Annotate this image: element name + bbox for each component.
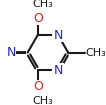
- Text: O: O: [33, 12, 43, 25]
- Text: CH₃: CH₃: [85, 48, 106, 58]
- Text: O: O: [33, 80, 43, 93]
- Text: N: N: [53, 64, 63, 77]
- Text: CH₃: CH₃: [32, 96, 53, 105]
- Text: N: N: [53, 28, 63, 41]
- Text: CH₃: CH₃: [32, 0, 53, 9]
- Text: N: N: [6, 46, 16, 59]
